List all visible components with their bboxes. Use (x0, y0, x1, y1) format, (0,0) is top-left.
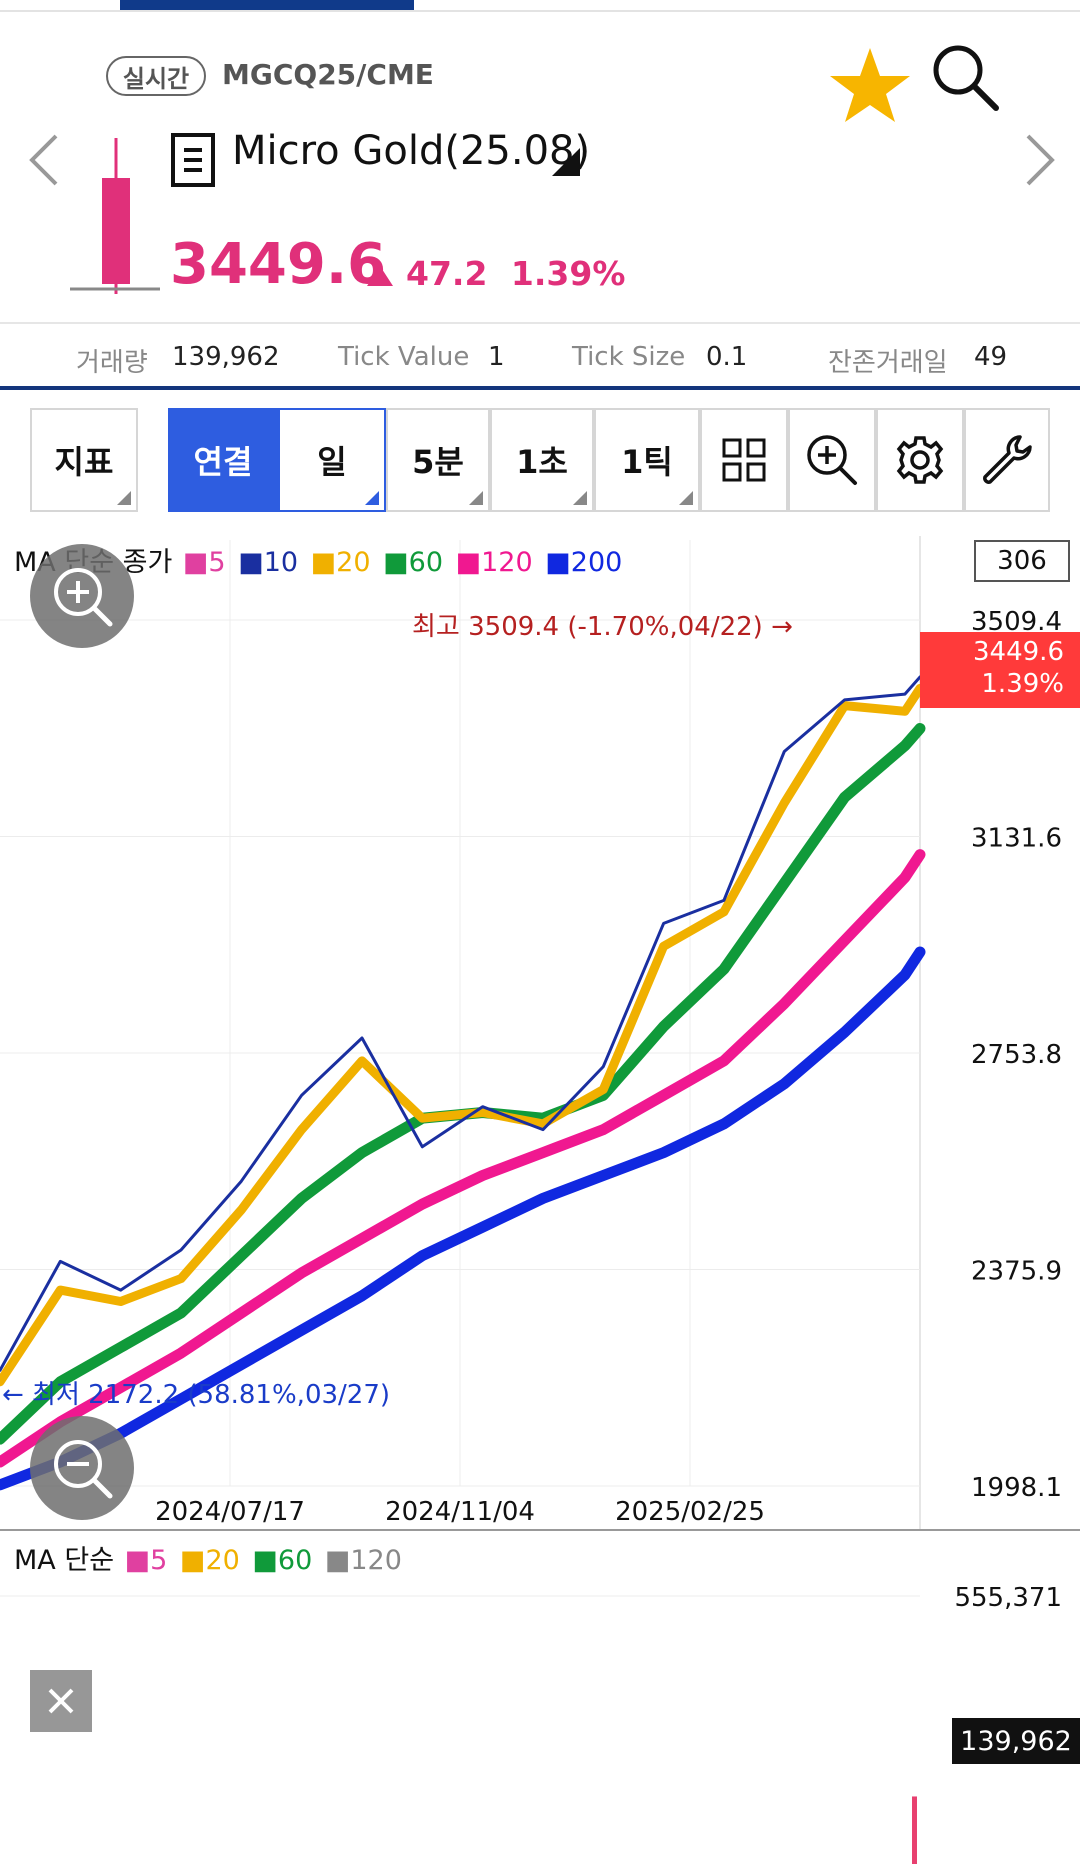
continuous-button[interactable]: 연결 (168, 408, 278, 512)
price-legend-ma5: ■5 (182, 547, 226, 578)
price-up-icon (367, 266, 393, 286)
current-price-tag-pct: 1.39% (981, 669, 1064, 699)
price-y-tick-label: 2375.9 (971, 1257, 1062, 1287)
info-bar: 거래량 139,962 Tick Value 1 Tick Size 0.1 잔… (0, 326, 1080, 386)
tick-size-label: Tick Size (572, 342, 686, 372)
indicator-label: 지표 (54, 443, 114, 481)
dropdown-icon[interactable] (552, 148, 580, 176)
instrument-name[interactable]: Micro Gold(25.08) (232, 128, 591, 174)
current-price-tag-value: 3449.6 (973, 637, 1064, 667)
zoom-out-icon (54, 1440, 113, 1499)
period-1tick-label: 1틱 (621, 443, 673, 481)
price-y-tick-label: 3131.6 (971, 823, 1062, 853)
chart-zoom-in-button[interactable] (30, 544, 134, 648)
top-divider (0, 10, 1080, 12)
price-legend-ma10: ■10 (238, 547, 299, 578)
tools-button[interactable] (964, 408, 1050, 512)
current-price-tag: 3449.6 1.39% (920, 632, 1080, 708)
ma10-line (0, 675, 922, 1372)
volume-label: 거래량 (76, 348, 148, 378)
chevron-left-icon[interactable] (24, 130, 64, 190)
ma120-line (0, 849, 926, 1468)
candle-icon (70, 138, 160, 294)
volume-legend-ma60: ■60 (252, 1545, 313, 1576)
period-5min-label: 5분 (412, 443, 464, 481)
volume-legend-ma20: ■20 (179, 1545, 240, 1576)
price-x-tick-label: 2025/02/25 (615, 1497, 765, 1527)
zoom-button[interactable] (788, 408, 876, 512)
active-tab-indicator (120, 0, 414, 10)
ma200-line (0, 946, 926, 1491)
layout-grid-button[interactable] (700, 408, 788, 512)
header-bottom-divider (0, 386, 1080, 390)
price-x-tick-label: 2024/07/17 (155, 1497, 305, 1527)
search-icon[interactable] (928, 40, 1002, 114)
data-count-box[interactable]: 306 (974, 540, 1070, 582)
continuous-label: 연결 (193, 443, 253, 481)
zoom-in-icon (54, 568, 113, 627)
volume-y-tick-label: 555,371 (954, 1583, 1062, 1613)
current-price: 3449.6 (170, 232, 387, 297)
days-left-label: 잔존거래일 (828, 348, 948, 378)
days-left-value: 49 (974, 342, 1008, 372)
period-1tick-button[interactable]: 1틱 (594, 408, 700, 512)
volume-legend-title: MA 단순 (14, 1545, 115, 1576)
price-legend-ma200: ■200 (545, 547, 623, 578)
price-y-tick-label: 1998.1 (971, 1473, 1062, 1503)
price-legend-ma60: ■60 (383, 547, 443, 578)
volume-bar-last (912, 1796, 917, 1864)
volume-value: 139,962 (172, 342, 280, 372)
price-ma-legend: MA 단순 종가 ■5 ■10 ■20 ■60 ■120 ■200 (14, 540, 626, 579)
indicator-button[interactable]: 지표 (30, 408, 138, 512)
low-price-note: ← 최저 2172.2 (58.81%,03/27) (2, 1380, 391, 1410)
star-icon[interactable] (824, 44, 916, 124)
symbol-code: MGCQ25/CME (222, 58, 434, 91)
price-x-tick-label: 2024/11/04 (385, 1497, 535, 1527)
period-1sec-label: 1초 (516, 443, 568, 481)
gear-icon (896, 436, 944, 484)
list-menu-icon[interactable] (170, 132, 216, 188)
price-legend-ma120: ■120 (455, 547, 533, 578)
period-5min-button[interactable]: 5분 (386, 408, 490, 512)
high-price-note: 최고 3509.4 (-1.70%,04/22) → (412, 612, 793, 642)
price-change-pct: 1.39% (510, 254, 626, 293)
volume-legend-ma5: ■5 (124, 1545, 168, 1576)
chevron-right-icon[interactable] (1020, 130, 1060, 190)
chart-zoom-out-button[interactable] (30, 1416, 134, 1520)
tick-value: 1 (488, 342, 505, 372)
chart-area[interactable]: 3509.43131.62753.82375.91998.12024/07/17… (0, 536, 1080, 1867)
close-icon (48, 1688, 74, 1714)
zoom-in-icon (807, 435, 857, 485)
period-1sec-button[interactable]: 1초 (490, 408, 594, 512)
grid-icon (722, 438, 766, 482)
info-divider (0, 322, 1080, 324)
settings-button[interactable] (876, 408, 964, 512)
volume-ma-legend: MA 단순 ■5 ■20 ■60 ■120 (14, 1538, 406, 1577)
price-change-value: 47.2 (406, 254, 488, 293)
wrench-icon (983, 435, 1032, 484)
tick-value-label: Tick Value (338, 342, 470, 372)
current-volume-tag: 139,962 (952, 1718, 1080, 1764)
period-day-label: 일 (317, 443, 347, 481)
tick-size: 0.1 (706, 342, 748, 372)
live-badge: 실시간 (106, 56, 206, 96)
price-legend-ma20: ■20 (310, 547, 371, 578)
volume-legend-ma120: ■120 (324, 1545, 402, 1576)
period-day-button[interactable]: 일 (278, 408, 386, 512)
ma20-line (0, 683, 925, 1387)
close-panel-button[interactable] (30, 1670, 92, 1732)
price-change: 47.2 1.39% (406, 254, 625, 293)
price-y-tick-label: 2753.8 (971, 1040, 1062, 1070)
